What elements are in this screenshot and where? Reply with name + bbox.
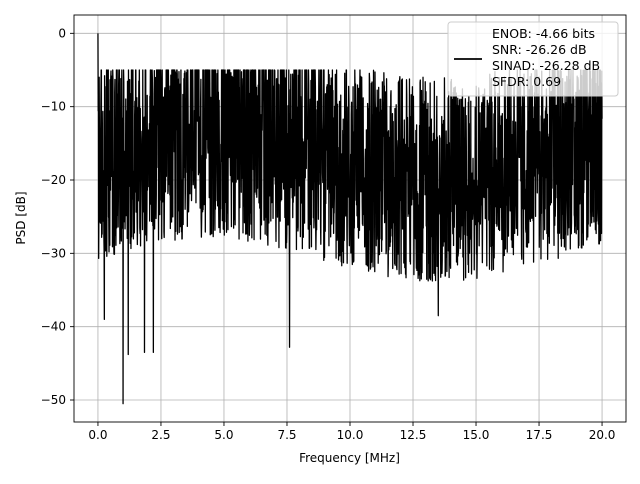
- x-tick-label: 7.5: [277, 428, 296, 442]
- legend-box: [447, 21, 619, 97]
- y-tick-label: −20: [41, 173, 66, 187]
- x-tick-label: 17.5: [526, 428, 553, 442]
- y-tick-label: 0: [58, 26, 66, 40]
- psd-series-line: [97, 33, 603, 405]
- x-tick-label: 5.0: [214, 428, 233, 442]
- y-tick-label: −30: [41, 246, 66, 260]
- x-tick-label: 12.5: [400, 428, 427, 442]
- plot-area: [97, 33, 603, 405]
- x-tick-label: 15.0: [463, 428, 490, 442]
- legend-entry: ENOB: -4.66 bits: [492, 26, 595, 41]
- x-axis-label: Frequency [MHz]: [299, 451, 400, 465]
- y-tick-label: −40: [41, 320, 66, 334]
- y-axis-label: PSD [dB]: [14, 191, 28, 244]
- y-tick-label: −50: [41, 393, 66, 407]
- legend-entry: SFDR: 0.69: [492, 74, 561, 89]
- x-tick-label: 2.5: [151, 428, 170, 442]
- axes: 0.0 2.5 5.0 7.5 10.0 12.5 15.0 17.5 20.0 0 −10 −20 −…: [41, 14, 627, 442]
- legend-entry: SINAD: -26.28 dB: [492, 58, 600, 73]
- x-tick-label: 20.0: [589, 428, 616, 442]
- y-tick-label: −10: [41, 100, 66, 114]
- legend-entry: SNR: -26.26 dB: [492, 42, 587, 57]
- x-tick-label: 0.0: [88, 428, 107, 442]
- x-tick-label: 10.0: [337, 428, 364, 442]
